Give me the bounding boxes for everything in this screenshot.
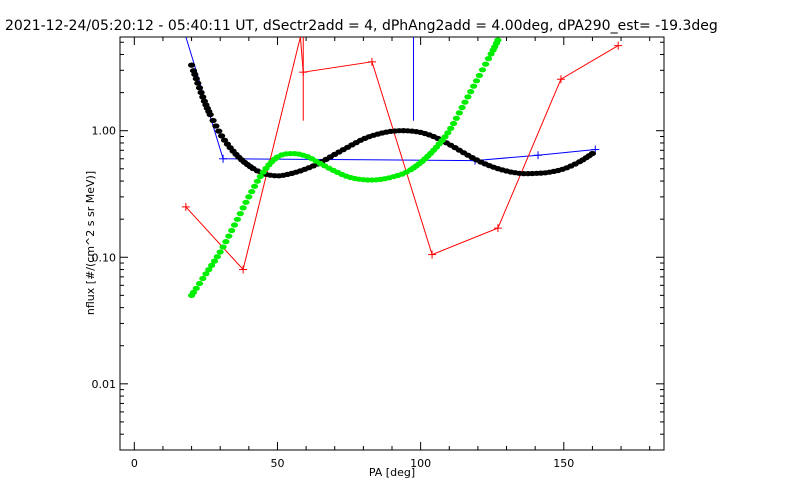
curve-dot bbox=[242, 199, 250, 205]
curve-dot bbox=[239, 205, 247, 211]
curve-dot bbox=[233, 216, 241, 222]
chart-title: 2021-12-24/05:20:12 - 05:40:11 UT, dSect… bbox=[5, 18, 718, 34]
curve-dot bbox=[230, 222, 239, 228]
curve-dot bbox=[458, 104, 466, 111]
series-layer bbox=[181, 36, 623, 298]
curve-dot bbox=[464, 94, 472, 100]
y-axis: 0.01 0.10 1.00 bbox=[92, 41, 664, 451]
curve-dot bbox=[215, 128, 223, 134]
curve-dot bbox=[205, 267, 213, 273]
x-tick-label: 100 bbox=[410, 457, 431, 470]
x-axis: 0 50 100 150 bbox=[131, 37, 651, 470]
x-tick-label: 150 bbox=[553, 457, 574, 470]
curve-dot bbox=[202, 271, 210, 277]
curve-dot bbox=[441, 134, 449, 140]
series-3 bbox=[188, 37, 502, 298]
curve-dot bbox=[475, 72, 483, 79]
curve-dot bbox=[195, 280, 204, 287]
curve-dot bbox=[195, 85, 204, 91]
x-tick-label: 0 bbox=[131, 457, 138, 470]
curve-dot bbox=[478, 67, 487, 73]
x-tick-label: 50 bbox=[270, 457, 284, 470]
curve-dot bbox=[218, 133, 226, 139]
curve-dot bbox=[199, 94, 207, 100]
curve-dot bbox=[220, 137, 229, 143]
y-axis-label: nflux [#/(cm^2 s sr MeV)] bbox=[84, 171, 97, 315]
y-tick-label: 0.10 bbox=[92, 251, 117, 264]
curve-dot bbox=[444, 130, 452, 136]
curve-dot bbox=[253, 178, 261, 184]
curve-dot bbox=[210, 258, 219, 264]
curve-dot bbox=[484, 56, 493, 62]
curve-dot bbox=[487, 51, 495, 57]
curve-dot bbox=[450, 120, 458, 127]
series-2 bbox=[188, 62, 597, 179]
series-1 bbox=[181, 36, 623, 274]
curve-dot bbox=[461, 99, 469, 105]
y-tick-label: 0.01 bbox=[92, 378, 117, 391]
curve-dot bbox=[452, 115, 460, 121]
curve-dot bbox=[189, 289, 198, 295]
curve-dot bbox=[199, 275, 207, 282]
curve-dot bbox=[219, 244, 227, 250]
curve-dot bbox=[245, 194, 253, 200]
curve-dot bbox=[213, 254, 221, 260]
curve-dot bbox=[472, 78, 481, 84]
curve-dot bbox=[191, 71, 199, 77]
curve-dot bbox=[197, 89, 205, 96]
curve-dot bbox=[455, 110, 463, 116]
curve-dot bbox=[228, 227, 236, 234]
y-tick-label: 1.00 bbox=[92, 125, 117, 138]
curve-dot bbox=[192, 285, 200, 291]
curve-dot bbox=[225, 233, 233, 239]
curve-dot bbox=[248, 189, 256, 195]
curve-dot bbox=[259, 169, 267, 175]
curve-dot bbox=[588, 150, 597, 157]
curve-dot bbox=[212, 123, 220, 129]
series-0 bbox=[185, 36, 600, 165]
curve-dot bbox=[467, 89, 475, 95]
curve-dot bbox=[470, 83, 478, 89]
curve-dot bbox=[194, 80, 202, 86]
curve-dot bbox=[216, 249, 224, 255]
curve-dot bbox=[494, 37, 502, 43]
curve-dot bbox=[482, 61, 490, 67]
curve-dot bbox=[208, 262, 216, 268]
curve-dot bbox=[188, 62, 196, 68]
curve-dot bbox=[447, 125, 455, 131]
curve-dot bbox=[209, 117, 217, 124]
curve-dot bbox=[222, 239, 230, 245]
curve-dot bbox=[192, 76, 200, 82]
curve-dot bbox=[236, 211, 244, 217]
curve-dot bbox=[206, 112, 214, 118]
curve-dot bbox=[256, 173, 264, 180]
curve-dot bbox=[251, 183, 259, 189]
x-axis-label: PA [deg] bbox=[369, 466, 415, 479]
